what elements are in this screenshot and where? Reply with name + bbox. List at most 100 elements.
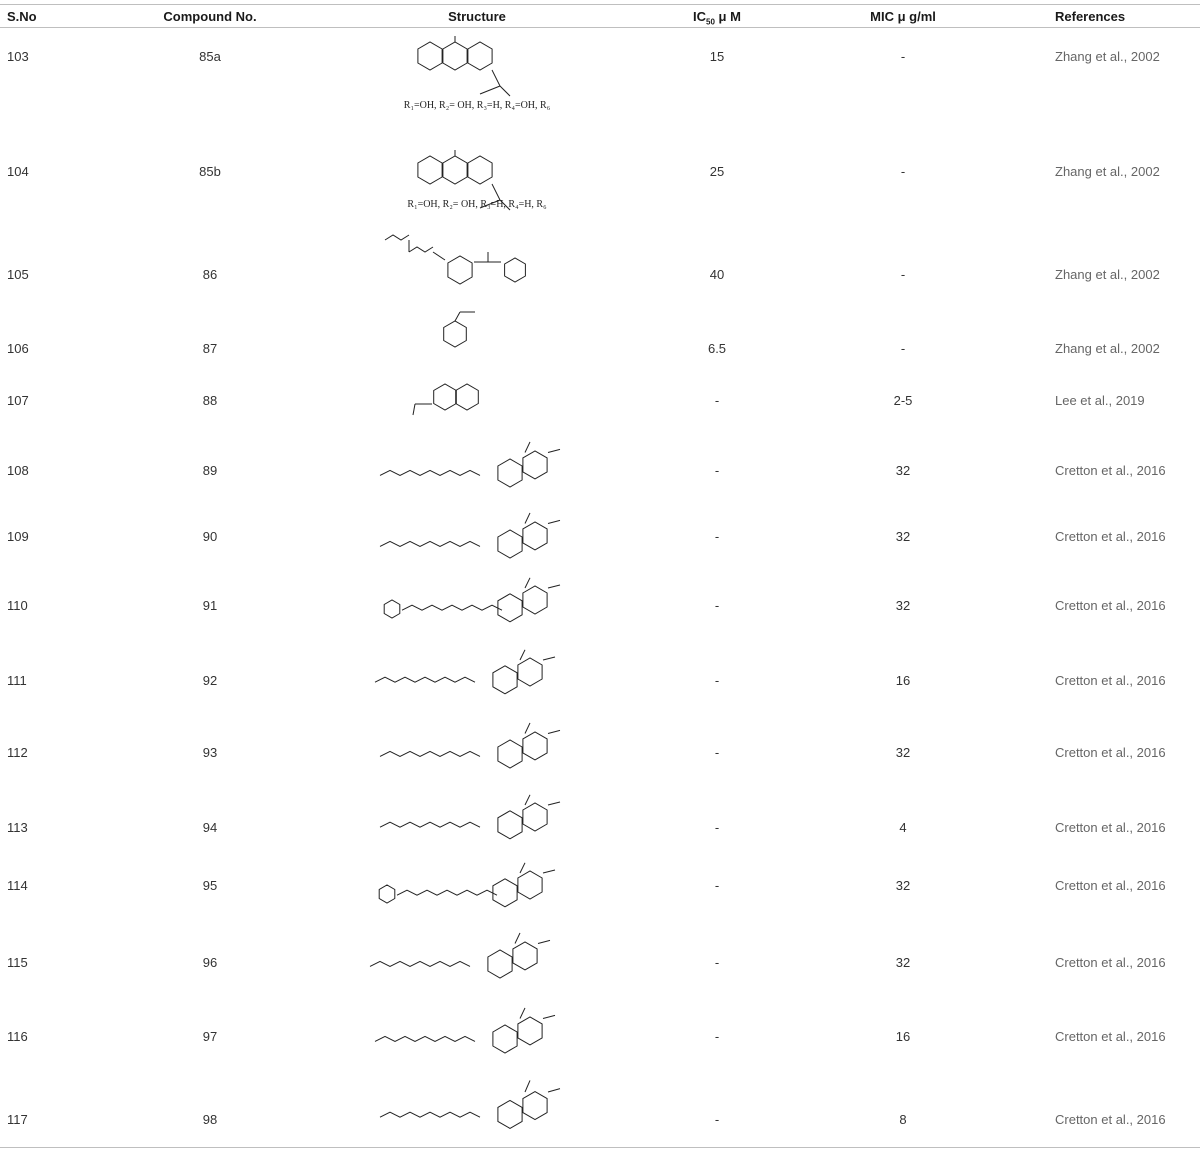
cell-ic50: - xyxy=(714,745,720,760)
cell-ic50: 15 xyxy=(709,49,725,64)
header-references: References xyxy=(1055,9,1126,24)
cell-reference: Cretton et al., 2016 xyxy=(1055,955,1166,970)
cell-sno: 111 xyxy=(7,673,27,688)
cell-ic50: - xyxy=(714,955,720,970)
cell-ic50: - xyxy=(714,393,720,408)
cell-mic: - xyxy=(900,49,906,64)
cell-sno: 115 xyxy=(7,955,28,970)
cell-mic: 32 xyxy=(895,529,911,544)
cell-compound: 95 xyxy=(202,878,218,893)
cell-compound: 90 xyxy=(202,529,218,544)
cell-sno: 116 xyxy=(7,1029,28,1044)
cell-sno: 108 xyxy=(7,463,29,478)
cell-compound: 86 xyxy=(202,267,218,282)
cell-reference: Cretton et al., 2016 xyxy=(1055,1112,1166,1127)
cell-reference: Zhang et al., 2002 xyxy=(1055,341,1160,356)
cell-mic: 2-5 xyxy=(893,393,913,408)
cell-sno: 112 xyxy=(7,745,28,760)
cell-reference: Cretton et al., 2016 xyxy=(1055,673,1166,688)
header-mic: MIC μ g/ml xyxy=(870,9,936,24)
cell-reference: Cretton et al., 2016 xyxy=(1055,598,1166,613)
cell-mic: - xyxy=(900,341,906,356)
chemical-structure-xanthone xyxy=(370,34,580,114)
cell-mic: 32 xyxy=(895,598,911,613)
cell-sno: 103 xyxy=(7,49,29,64)
cell-mic: 16 xyxy=(895,673,911,688)
cell-mic: - xyxy=(900,164,906,179)
cell-sno: 106 xyxy=(7,341,29,356)
chemical-structure-quinolone-phenyl xyxy=(365,858,575,918)
cell-ic50: - xyxy=(714,1029,720,1044)
chemical-structure-quinolone xyxy=(370,718,580,780)
cell-reference: Zhang et al., 2002 xyxy=(1055,49,1160,64)
cell-ic50: - xyxy=(714,1112,720,1127)
cell-sno: 113 xyxy=(7,820,28,835)
cell-sno: 104 xyxy=(7,164,29,179)
cell-reference: Cretton et al., 2016 xyxy=(1055,745,1166,760)
table-bottom-rule xyxy=(0,1147,1200,1148)
cell-mic: 8 xyxy=(899,1112,907,1127)
cell-compound: 85a xyxy=(199,49,221,64)
cell-reference: Cretton et al., 2016 xyxy=(1055,1029,1166,1044)
cell-mic: 32 xyxy=(895,955,911,970)
cell-sno: 105 xyxy=(7,267,29,282)
chemical-structure-quinolone xyxy=(370,790,580,850)
cell-sno: 107 xyxy=(7,393,29,408)
cell-ic50: - xyxy=(714,673,720,688)
cell-mic: - xyxy=(900,267,906,282)
cell-ic50: - xyxy=(714,820,720,835)
chemical-structure-quinolone xyxy=(360,928,570,990)
cell-ic50: 6.5 xyxy=(707,341,727,356)
cell-compound: 92 xyxy=(202,673,218,688)
cell-mic: 4 xyxy=(899,820,907,835)
cell-mic: 32 xyxy=(895,463,911,478)
header-sno: S.No xyxy=(7,9,37,24)
chemical-structure-quinolone xyxy=(370,1075,580,1143)
cell-mic: 32 xyxy=(895,745,911,760)
cell-reference: Zhang et al., 2002 xyxy=(1055,267,1160,282)
cell-sno: 114 xyxy=(7,878,28,893)
chemical-structure-quinolone-phenyl xyxy=(370,573,580,633)
structure-substituent-caption: R₁=OH, R₂= OH, R₃=H, R₄=OH, R₆ xyxy=(403,100,551,111)
cell-sno: 117 xyxy=(7,1112,28,1127)
cell-compound: 96 xyxy=(202,955,218,970)
chemical-structure-quinolone xyxy=(370,437,580,499)
cell-compound: 89 xyxy=(202,463,218,478)
cell-ic50: - xyxy=(714,598,720,613)
cell-ic50: - xyxy=(714,878,720,893)
chemical-structure-quinolone xyxy=(365,1003,575,1065)
cell-reference: Cretton et al., 2016 xyxy=(1055,878,1166,893)
header-compound: Compound No. xyxy=(163,9,257,24)
cell-mic: 32 xyxy=(895,878,911,893)
cell-ic50: - xyxy=(714,463,720,478)
chemical-structure-quinolone xyxy=(365,645,575,705)
cell-sno: 110 xyxy=(7,598,28,613)
cell-reference: Zhang et al., 2002 xyxy=(1055,164,1160,179)
cell-reference: Cretton et al., 2016 xyxy=(1055,463,1166,478)
cell-sno: 109 xyxy=(7,529,29,544)
cell-ic50: - xyxy=(714,529,720,544)
cell-reference: Cretton et al., 2016 xyxy=(1055,820,1166,835)
cell-compound: 94 xyxy=(202,820,218,835)
header-bottom-rule xyxy=(0,27,1200,28)
chemical-structure-benzoic-acid xyxy=(400,310,610,350)
header-structure: Structure xyxy=(448,9,506,24)
cell-ic50: 25 xyxy=(709,164,725,179)
chemical-structure-xanthone xyxy=(370,148,580,213)
table-top-rule xyxy=(0,4,1200,5)
cell-compound: 91 xyxy=(202,598,218,613)
cell-compound: 88 xyxy=(202,393,218,408)
cell-reference: Lee et al., 2019 xyxy=(1055,393,1145,408)
cell-compound: 97 xyxy=(202,1029,218,1044)
structure-substituent-caption: R₁=OH, R₂= OH, R₃=H, R₄=H, R₆ xyxy=(407,199,547,210)
header-ic50: IC50 μ M xyxy=(693,9,741,27)
chemical-structure-quinolone xyxy=(370,508,580,570)
cell-ic50: 40 xyxy=(709,267,725,282)
cell-compound: 98 xyxy=(202,1112,218,1127)
cell-compound: 93 xyxy=(202,745,218,760)
cell-mic: 16 xyxy=(895,1029,911,1044)
cell-compound: 87 xyxy=(202,341,218,356)
chemical-structure-naphthalene xyxy=(395,375,605,425)
cell-compound: 85b xyxy=(199,164,221,179)
